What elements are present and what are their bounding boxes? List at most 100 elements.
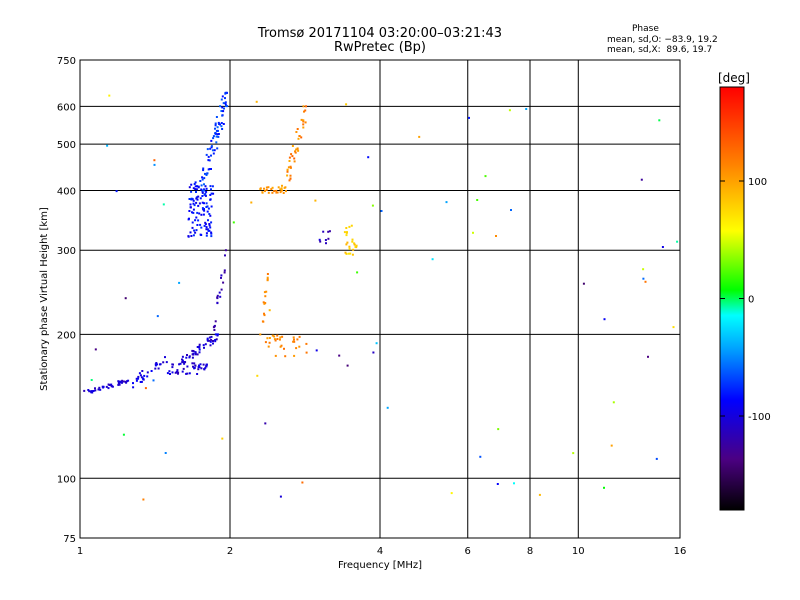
colorbar-tick-label: -100 bbox=[748, 412, 771, 423]
data-point bbox=[214, 339, 217, 341]
data-point bbox=[198, 202, 201, 205]
data-point bbox=[192, 365, 194, 368]
data-point bbox=[205, 234, 208, 237]
data-point bbox=[297, 137, 300, 140]
data-point bbox=[139, 381, 142, 383]
data-point bbox=[263, 302, 266, 305]
data-point bbox=[267, 186, 270, 189]
data-point bbox=[303, 110, 305, 113]
data-point bbox=[189, 206, 192, 209]
data-point bbox=[209, 185, 212, 188]
data-point bbox=[289, 166, 292, 169]
data-point bbox=[102, 385, 105, 388]
data-point bbox=[115, 190, 118, 193]
x-tick-label: 8 bbox=[527, 546, 533, 557]
data-point bbox=[127, 379, 130, 382]
data-point bbox=[139, 374, 142, 377]
data-point bbox=[215, 338, 218, 341]
data-point bbox=[188, 372, 191, 375]
data-point bbox=[292, 340, 295, 343]
data-point bbox=[122, 380, 125, 383]
data-point bbox=[191, 362, 194, 365]
data-point bbox=[152, 379, 155, 382]
data-point bbox=[351, 253, 354, 256]
data-point bbox=[210, 231, 213, 234]
data-point bbox=[196, 211, 199, 214]
data-point bbox=[186, 354, 188, 356]
data-point bbox=[164, 356, 166, 359]
data-point bbox=[194, 364, 197, 367]
data-point bbox=[210, 145, 213, 148]
data-point bbox=[201, 207, 204, 210]
data-point bbox=[305, 351, 308, 354]
data-point bbox=[281, 335, 284, 338]
data-point bbox=[187, 218, 190, 221]
data-point bbox=[345, 243, 348, 246]
data-point bbox=[292, 336, 295, 339]
data-point bbox=[208, 229, 211, 232]
data-point bbox=[206, 339, 209, 342]
data-point bbox=[210, 235, 213, 238]
data-point bbox=[295, 131, 298, 133]
data-point bbox=[264, 295, 267, 298]
data-point bbox=[672, 326, 675, 329]
data-point bbox=[197, 195, 200, 198]
data-point bbox=[293, 160, 296, 163]
data-point bbox=[185, 372, 188, 375]
data-point bbox=[276, 334, 279, 337]
data-point bbox=[277, 186, 280, 189]
data-point bbox=[195, 188, 198, 191]
data-point bbox=[192, 234, 195, 237]
data-point bbox=[202, 363, 205, 366]
data-point bbox=[207, 219, 209, 222]
data-point bbox=[497, 428, 500, 431]
data-point bbox=[204, 172, 206, 175]
data-point bbox=[204, 366, 207, 369]
data-point bbox=[206, 228, 209, 231]
data-point bbox=[268, 309, 271, 312]
data-point bbox=[210, 192, 213, 195]
data-point bbox=[279, 191, 282, 194]
data-point bbox=[202, 208, 205, 211]
data-point bbox=[203, 183, 205, 186]
data-point bbox=[206, 172, 209, 175]
data-point bbox=[150, 370, 153, 372]
data-point bbox=[178, 281, 181, 284]
data-point bbox=[220, 110, 223, 112]
data-point bbox=[510, 209, 512, 211]
data-point bbox=[255, 100, 258, 103]
data-point bbox=[289, 165, 292, 168]
data-point bbox=[201, 201, 204, 204]
data-point bbox=[193, 367, 196, 370]
data-point bbox=[204, 194, 207, 197]
data-point bbox=[118, 380, 121, 383]
data-point bbox=[178, 363, 181, 366]
data-point bbox=[214, 320, 217, 323]
data-point bbox=[92, 390, 95, 392]
data-point bbox=[156, 315, 159, 318]
data-point bbox=[212, 152, 215, 155]
data-point bbox=[348, 247, 351, 250]
data-point bbox=[216, 334, 219, 337]
data-point bbox=[171, 366, 174, 369]
data-point bbox=[217, 129, 219, 132]
data-point bbox=[117, 383, 120, 386]
data-point bbox=[297, 149, 300, 152]
data-point bbox=[265, 186, 268, 189]
data-point bbox=[110, 383, 113, 386]
data-point bbox=[209, 340, 212, 343]
data-point bbox=[177, 372, 179, 375]
data-point bbox=[191, 356, 194, 359]
chart-subtitle: RwPretec (Bp) bbox=[333, 40, 427, 55]
data-point bbox=[353, 242, 356, 245]
data-point bbox=[352, 248, 355, 251]
data-point bbox=[157, 367, 160, 370]
x-tick-label: 4 bbox=[377, 546, 383, 557]
data-point bbox=[166, 372, 169, 375]
data-point bbox=[224, 97, 226, 100]
data-point bbox=[117, 382, 120, 385]
data-point bbox=[484, 175, 487, 178]
data-point bbox=[193, 362, 196, 365]
y-axis-label: Stationary phase Virtual Height [km] bbox=[39, 207, 50, 391]
data-point bbox=[207, 207, 210, 210]
